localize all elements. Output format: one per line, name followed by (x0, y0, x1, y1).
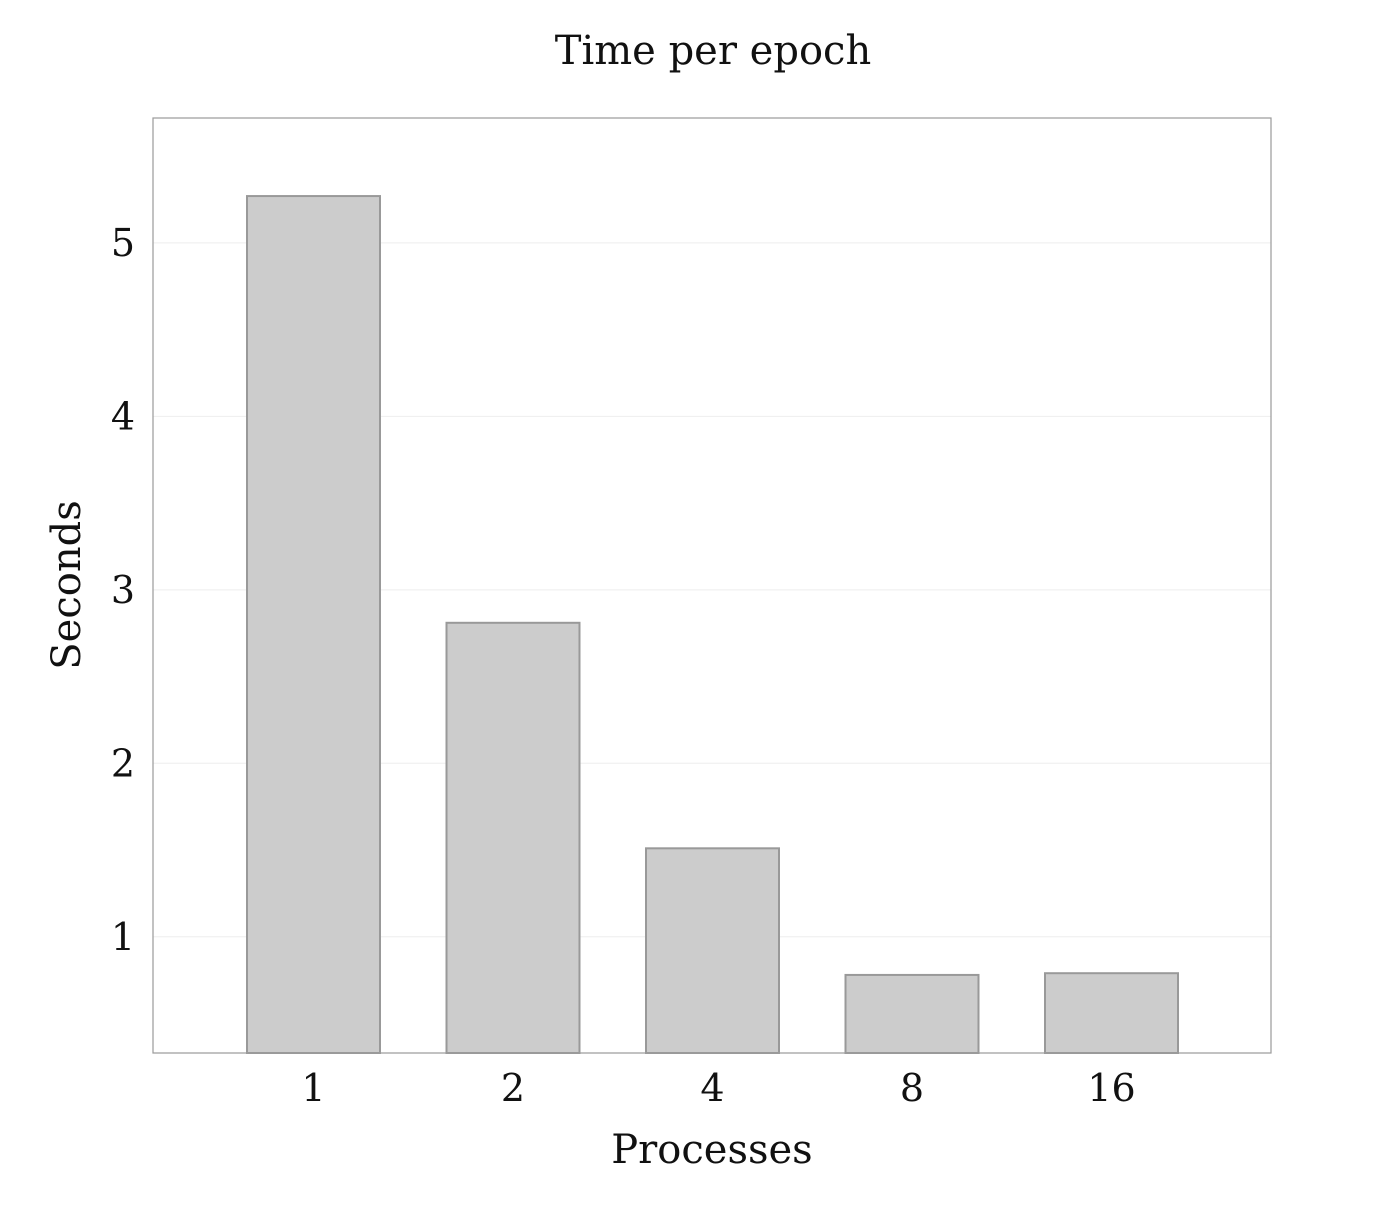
plot-area-frame (152, 117, 1272, 1054)
bar-4 (645, 847, 780, 1055)
x-tick-label: 16 (1087, 1066, 1135, 1110)
bar-16 (1044, 972, 1179, 1055)
bars (246, 195, 1179, 1055)
y-axis-label: Seconds (44, 500, 90, 669)
chart-title: Time per epoch (555, 28, 871, 74)
bar-1 (246, 195, 381, 1054)
x-tick-label: 2 (501, 1066, 525, 1110)
y-axis-ticks: 1 2 3 4 5 (111, 221, 135, 959)
x-tick-label: 1 (301, 1066, 325, 1110)
y-tick-label: 4 (111, 394, 135, 438)
x-tick-label: 8 (900, 1066, 924, 1110)
x-axis-ticks: 1 2 4 8 16 (301, 1066, 1135, 1110)
x-tick-label: 4 (700, 1066, 724, 1110)
y-tick-label: 1 (111, 915, 135, 959)
bar-2 (445, 621, 581, 1054)
y-tick-label: 2 (111, 741, 135, 785)
x-axis-label: Processes (611, 1127, 812, 1173)
y-tick-label: 5 (111, 221, 135, 265)
y-tick-label: 3 (111, 568, 135, 612)
bar-8 (844, 973, 980, 1055)
